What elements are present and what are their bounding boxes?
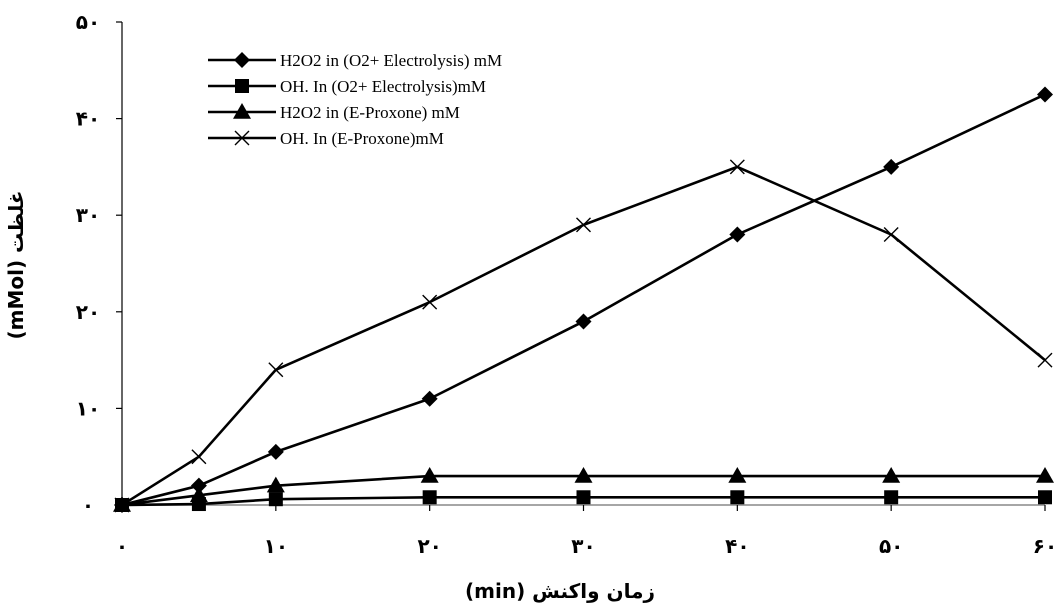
data-point-triangle <box>882 467 901 483</box>
data-point-square <box>576 490 591 505</box>
data-point-diamond <box>729 226 746 243</box>
legend-item: OH. In (O2+ Electrolysis)mM <box>208 77 486 96</box>
data-point-diamond <box>883 158 900 175</box>
data-point-triangle <box>420 467 439 483</box>
series-3 <box>113 467 1054 512</box>
data-point-x <box>114 497 130 513</box>
x-tick-label: ۶۰ <box>1033 534 1057 558</box>
legend-marker-diamond <box>234 52 250 68</box>
data-point-diamond <box>421 390 438 407</box>
legend-marker-triangle <box>233 103 251 119</box>
series-line <box>121 495 1045 507</box>
legend-marker-x <box>234 130 250 146</box>
y-axis-ticks: ۰ ۱۰ ۲۰ ۳۰ ۴۰ ۵۰ <box>76 10 122 517</box>
legend-item: H2O2 in (E-Proxone) mM <box>208 103 460 122</box>
y-axis-title: غلظت (mMol) <box>4 190 28 339</box>
data-point-x <box>268 362 284 378</box>
y-tick-label: ۰ <box>82 493 94 517</box>
chart-legend: H2O2 in (O2+ Electrolysis) mM OH. In (O2+… <box>208 51 502 148</box>
data-point-diamond <box>575 313 592 330</box>
series-1 <box>114 86 1053 513</box>
series-4 <box>114 159 1053 513</box>
data-point-square <box>422 490 437 505</box>
data-point-square <box>268 492 283 507</box>
legend-label: H2O2 in (E-Proxone) mM <box>280 103 460 122</box>
y-tick-label: ۳۰ <box>76 203 100 227</box>
data-point-diamond <box>267 443 284 460</box>
legend-label: OH. In (O2+ Electrolysis)mM <box>280 77 486 96</box>
data-point-square <box>730 490 745 505</box>
data-point-triangle <box>1036 467 1054 483</box>
data-point-diamond <box>190 477 207 494</box>
data-point-square <box>1038 490 1052 505</box>
legend-label: H2O2 in (O2+ Electrolysis) mM <box>280 51 502 70</box>
y-tick-label: ۴۰ <box>76 107 100 131</box>
data-point-x <box>883 227 899 243</box>
data-point-diamond <box>1037 86 1053 103</box>
data-point-x <box>1037 352 1053 368</box>
legend-marker-square <box>235 79 249 93</box>
y-tick-label: ۱۰ <box>76 396 100 420</box>
legend-item: OH. In (E-Proxone)mM <box>208 129 444 148</box>
y-tick-label: ۵۰ <box>76 10 100 34</box>
x-tick-label: ۵۰ <box>879 534 903 558</box>
data-point-x <box>422 294 438 310</box>
x-axis-ticks: ۰ ۱۰ ۲۰ ۳۰ ۴۰ ۵۰ ۶۰ <box>116 505 1057 558</box>
data-point-square <box>884 490 899 505</box>
x-tick-label: ۴۰ <box>725 534 749 558</box>
data-point-x <box>191 449 207 465</box>
x-tick-label: ۲۰ <box>417 534 441 558</box>
series-line <box>121 474 1045 507</box>
data-point-triangle <box>574 467 593 483</box>
legend-label: OH. In (E-Proxone)mM <box>280 129 444 148</box>
series-line <box>121 165 1046 507</box>
chart-axes <box>121 22 1045 506</box>
data-point-triangle <box>728 467 747 483</box>
x-tick-label: ۳۰ <box>571 534 595 558</box>
data-point-triangle <box>266 476 285 493</box>
x-axis-title: زمان واکنش (min) <box>465 579 655 603</box>
y-tick-label: ۲۰ <box>76 300 100 324</box>
series-layer <box>113 86 1054 513</box>
legend-item: H2O2 in (O2+ Electrolysis) mM <box>208 51 502 70</box>
series-line <box>121 93 1046 507</box>
x-tick-label: ۱۰ <box>264 534 288 558</box>
x-tick-label: ۰ <box>116 534 128 558</box>
data-point-triangle <box>189 486 208 503</box>
data-point-x <box>576 217 591 233</box>
data-point-x <box>729 159 745 175</box>
